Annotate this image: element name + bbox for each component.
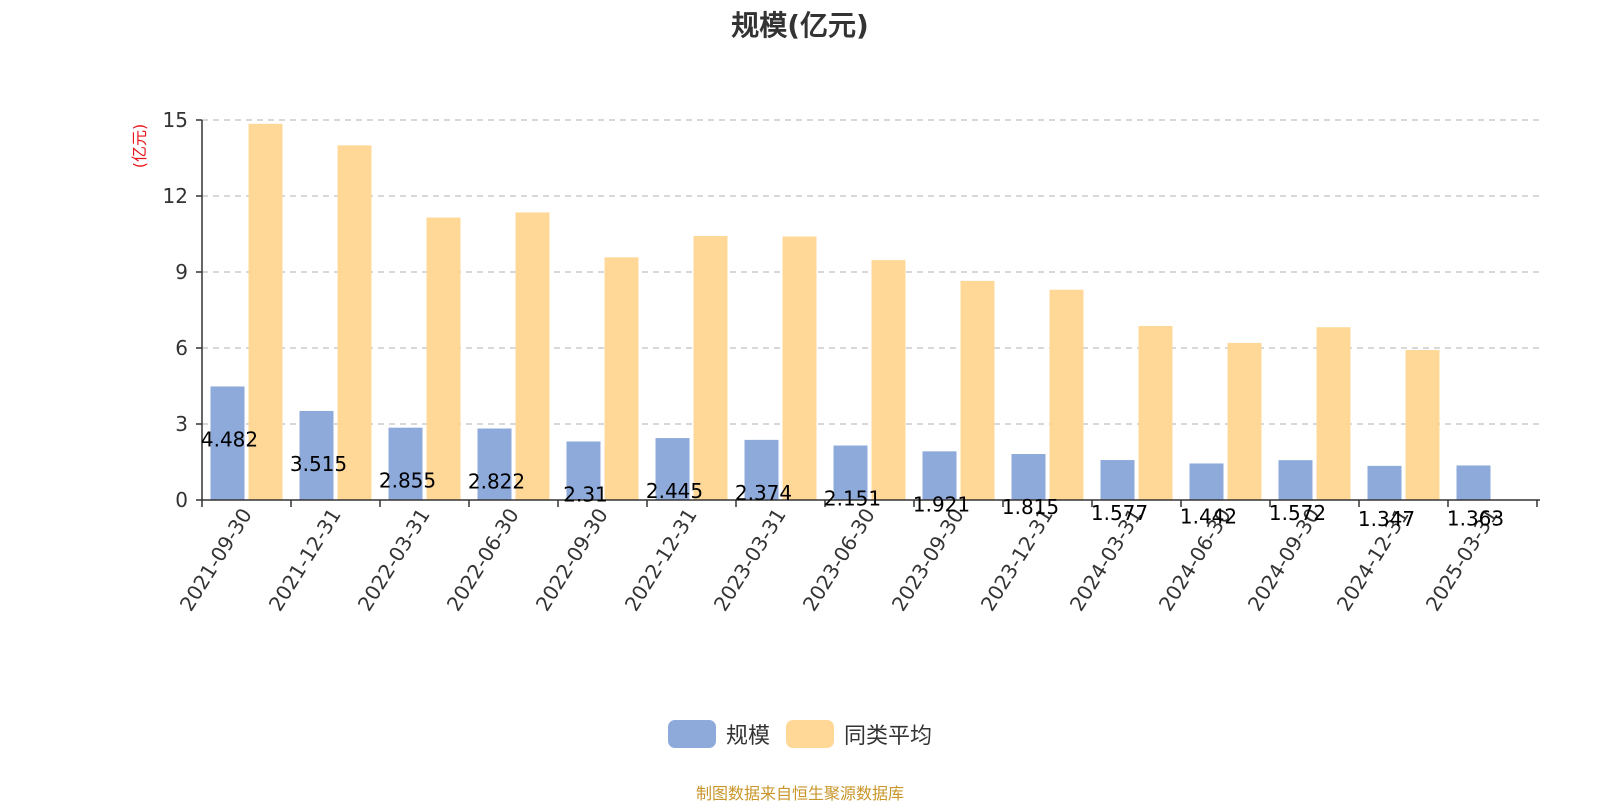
bar-peer-average bbox=[604, 257, 639, 500]
data-label-scale: 1.572 bbox=[1269, 501, 1326, 525]
x-tick-label: 2022-09-30 bbox=[531, 504, 613, 615]
bar-scale bbox=[1367, 465, 1402, 500]
data-label-scale: 3.515 bbox=[290, 452, 347, 476]
y-tick-label: 15 bbox=[163, 108, 188, 132]
bar-scale bbox=[1011, 454, 1046, 500]
legend-label-scale: 规模 bbox=[725, 724, 770, 749]
bar-scale bbox=[299, 410, 334, 500]
y-tick-label: 9 bbox=[175, 260, 188, 284]
bar-peer-average bbox=[1227, 342, 1262, 500]
data-label-scale: 2.151 bbox=[824, 487, 881, 511]
x-tick-label: 2023-03-31 bbox=[709, 504, 791, 615]
bar-scale bbox=[477, 428, 512, 500]
bar-peer-average bbox=[871, 260, 906, 500]
bar-scale bbox=[1100, 460, 1135, 500]
bar-peer-average bbox=[337, 145, 372, 501]
bar-peer-average bbox=[1049, 289, 1084, 500]
data-label-scale: 2.822 bbox=[468, 470, 525, 494]
data-label-scale: 2.855 bbox=[379, 469, 436, 493]
data-label-scale: 1.815 bbox=[1002, 495, 1059, 519]
bar-scale bbox=[655, 438, 690, 500]
bar-scale bbox=[744, 439, 779, 500]
legend-swatch-peer-average bbox=[786, 720, 834, 748]
chart-title: 规模(亿元) bbox=[731, 9, 869, 42]
legend-item-peer-average[interactable]: 同类平均 bbox=[786, 718, 932, 750]
data-label-scale: 1.347 bbox=[1358, 507, 1415, 531]
bar-peer-average bbox=[515, 212, 550, 500]
bars bbox=[210, 123, 1491, 501]
data-label-scale: 2.31 bbox=[563, 482, 608, 506]
data-label-scale: 1.577 bbox=[1091, 501, 1148, 525]
bar-scale bbox=[388, 427, 423, 500]
y-tick-label: 6 bbox=[175, 336, 188, 360]
bar-scale bbox=[922, 451, 957, 500]
bar-peer-average bbox=[1316, 327, 1351, 500]
y-tick-label: 3 bbox=[175, 412, 188, 436]
bar-peer-average bbox=[782, 236, 817, 501]
data-label-scale: 1.442 bbox=[1180, 504, 1237, 528]
x-tick-label: 2022-12-31 bbox=[620, 504, 702, 615]
bar-peer-average bbox=[1138, 325, 1173, 500]
legend-label-peer-average: 同类平均 bbox=[844, 724, 933, 749]
bar-scale bbox=[833, 445, 868, 500]
bar-peer-average bbox=[426, 217, 461, 501]
bar-peer-average bbox=[693, 236, 728, 500]
data-labels: 4.482 3.515 2.855 2.822 2.31 2.445 2.374 2.151 1… bbox=[201, 427, 1504, 530]
bar-scale bbox=[1278, 460, 1313, 500]
x-tick-label: 2021-09-30 bbox=[175, 504, 257, 615]
bar-peer-average bbox=[248, 123, 283, 501]
x-tick-label: 2023-06-30 bbox=[798, 504, 880, 615]
bar-scale bbox=[566, 441, 601, 500]
y-tick-label: 12 bbox=[163, 184, 188, 208]
x-tick-label: 2022-03-31 bbox=[353, 504, 435, 615]
x-tick-label: 2022-06-30 bbox=[442, 504, 524, 615]
bar-scale bbox=[1189, 463, 1224, 500]
data-label-scale: 1.921 bbox=[913, 492, 970, 516]
source-note: 制图数据来自恒生聚源数据库 bbox=[695, 784, 904, 803]
bar-scale bbox=[1456, 465, 1491, 500]
data-label-scale: 1.363 bbox=[1447, 506, 1504, 530]
bar-scale bbox=[210, 386, 245, 500]
legend: 规模 同类平均 bbox=[0, 718, 1600, 750]
x-tick-label: 2023-09-30 bbox=[887, 504, 969, 615]
y-axis-label: (亿元) bbox=[130, 124, 149, 169]
legend-swatch-scale bbox=[667, 720, 716, 748]
bar-peer-average bbox=[1405, 350, 1440, 500]
data-label-scale: 2.374 bbox=[735, 481, 792, 505]
x-tick-label: 2021-12-31 bbox=[264, 504, 346, 615]
legend-item-scale[interactable]: 规模 bbox=[667, 718, 770, 750]
x-tick-label: 2023-12-31 bbox=[976, 504, 1058, 615]
data-label-scale: 2.445 bbox=[646, 479, 703, 503]
y-tick-label: 0 bbox=[175, 488, 188, 512]
bar-peer-average bbox=[960, 280, 995, 500]
data-label-scale: 4.482 bbox=[201, 427, 258, 451]
